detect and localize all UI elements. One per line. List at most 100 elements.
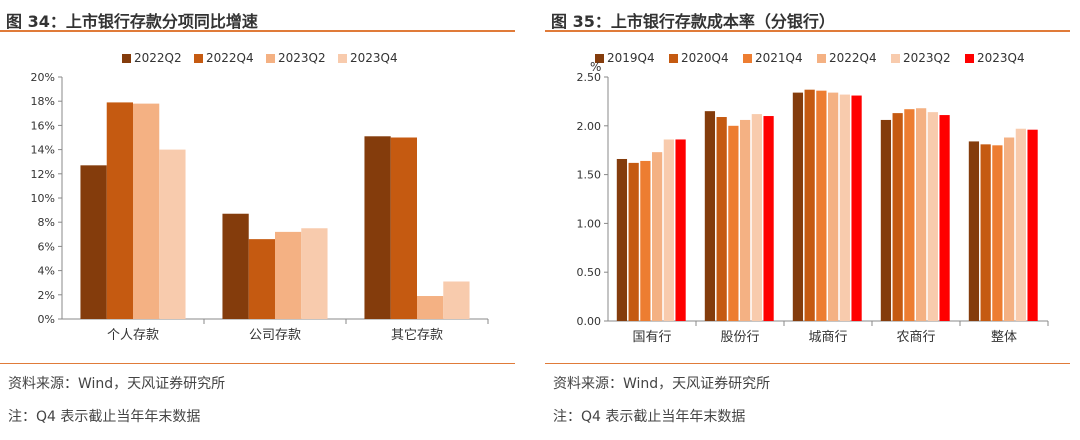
legend-label: 2023Q2 — [278, 51, 326, 65]
legend-label: 2019Q4 — [607, 51, 655, 65]
title-divider — [545, 30, 1070, 32]
legend-swatch — [122, 54, 131, 63]
bar — [828, 92, 839, 321]
bar — [763, 116, 774, 321]
left-figure-panel: 图 34：上市银行存款分项同比增速 2022Q2 2022Q4 2023Q2 2023… — [0, 0, 525, 440]
bar — [275, 231, 302, 319]
y-tick-label: 6% — [38, 240, 55, 253]
legend-swatch — [194, 54, 203, 63]
bar — [740, 119, 751, 321]
legend-label: 2023Q4 — [977, 51, 1025, 65]
bar — [927, 112, 938, 321]
footer-divider — [545, 363, 1070, 364]
x-tick-label: 整体 — [991, 330, 1017, 345]
y-tick-label: 0.00 — [577, 315, 602, 328]
bar — [851, 95, 862, 321]
bar — [628, 162, 639, 321]
y-tick-label: 18% — [31, 95, 55, 108]
bar — [916, 108, 927, 322]
bar — [675, 139, 686, 321]
y-tick-label: 2.00 — [577, 120, 602, 133]
x-tick-label: 农商行 — [896, 330, 935, 345]
y-tick-label: 4% — [38, 265, 55, 278]
figure-title: 图 35：上市银行存款成本率（分银行） — [551, 12, 835, 31]
bar — [417, 296, 444, 319]
bar — [663, 139, 674, 321]
bar — [880, 119, 892, 321]
note-text: 注：Q4 表示截止当年年末数据 — [8, 409, 201, 425]
bar — [364, 136, 391, 319]
figure-title: 图 34：上市银行存款分项同比增速 — [6, 12, 258, 31]
y-tick-label: 20% — [31, 71, 55, 84]
legend-swatch — [891, 54, 900, 63]
bar — [980, 144, 991, 321]
legend-label: 2023Q2 — [903, 51, 951, 65]
x-tick-label: 公司存款 — [249, 328, 301, 343]
y-axis-unit: % — [590, 60, 601, 74]
bar — [301, 228, 328, 319]
bar — [222, 213, 249, 319]
bar — [106, 102, 133, 319]
bar — [992, 145, 1003, 321]
deposit-growth-chart: 2022Q2 2022Q4 2023Q2 2023Q4 0% 2% 4% 6% 8% 10% 12%… — [0, 38, 520, 362]
bar — [792, 92, 804, 321]
footer-divider — [0, 363, 515, 364]
bar — [804, 89, 815, 321]
bar — [1027, 129, 1038, 321]
legend-label: 2021Q4 — [755, 51, 803, 65]
bar — [816, 90, 827, 321]
legend-swatch — [669, 54, 678, 63]
bar — [839, 94, 850, 322]
bar — [159, 149, 186, 319]
right-figure-panel: 图 35：上市银行存款成本率（分银行） 2019Q4 2020Q4 2021Q4 20… — [545, 0, 1080, 440]
bar — [1015, 128, 1026, 321]
bar — [728, 125, 739, 321]
bar — [904, 109, 915, 321]
legend-swatch — [965, 54, 974, 63]
deposit-cost-chart: 2019Q4 2020Q4 2021Q4 2022Q4 2023Q2 2023Q4% 0.0… — [545, 38, 1075, 362]
legend-swatch — [743, 54, 752, 63]
y-tick-label: 1.50 — [577, 169, 602, 182]
bar — [704, 111, 716, 321]
y-tick-label: 10% — [31, 192, 55, 205]
y-tick-label: 0.50 — [577, 266, 602, 279]
bar — [1004, 137, 1015, 321]
bar — [751, 114, 762, 321]
legend-swatch — [817, 54, 826, 63]
x-tick-label: 其它存款 — [391, 327, 443, 343]
x-tick-label: 国有行 — [632, 330, 671, 345]
legend-label: 2020Q4 — [681, 51, 729, 65]
bar — [133, 103, 160, 320]
y-tick-label: 14% — [31, 144, 55, 157]
y-tick-label: 12% — [31, 168, 55, 181]
x-tick-label: 城商行 — [808, 330, 847, 345]
legend-swatch — [595, 54, 604, 63]
bar — [968, 141, 980, 321]
deposit-cost-chart-svg: 2019Q4 2020Q4 2021Q4 2022Q4 2023Q2 2023Q4% 0.0… — [577, 51, 1049, 345]
source-text: 资料来源：Wind，天风证券研究所 — [8, 376, 226, 392]
legend-label: 2022Q4 — [829, 51, 877, 65]
bar — [939, 115, 950, 322]
y-tick-label: 0% — [38, 313, 55, 326]
x-tick-label: 股份行 — [720, 330, 759, 345]
y-tick-label: 16% — [31, 119, 55, 132]
y-tick-label: 8% — [38, 216, 55, 229]
bar — [716, 117, 727, 322]
legend-swatch — [338, 54, 347, 63]
source-text: 资料来源：Wind，天风证券研究所 — [553, 376, 771, 392]
deposit-growth-chart-svg: 2022Q2 2022Q4 2023Q2 2023Q4 0% 2% 4% 6% 8% 10% 12%… — [31, 51, 489, 343]
legend-label: 2022Q4 — [206, 51, 254, 65]
x-tick-label: 个人存款 — [107, 328, 159, 343]
y-tick-label: 1.00 — [577, 217, 602, 230]
bar — [640, 160, 651, 321]
legend-swatch — [266, 54, 275, 63]
bar — [652, 152, 663, 321]
bar — [248, 239, 275, 319]
bar — [390, 137, 417, 319]
note-text: 注：Q4 表示截止当年年末数据 — [553, 409, 746, 425]
y-tick-label: 2% — [38, 289, 55, 302]
bar — [443, 281, 470, 319]
legend-label: 2022Q2 — [134, 51, 182, 65]
bar — [892, 113, 903, 321]
y-tick-label: 2.50 — [577, 71, 602, 84]
